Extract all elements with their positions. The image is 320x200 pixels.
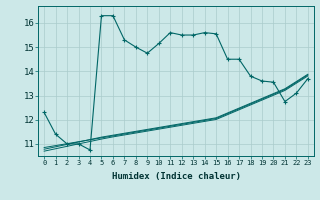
X-axis label: Humidex (Indice chaleur): Humidex (Indice chaleur): [111, 172, 241, 181]
